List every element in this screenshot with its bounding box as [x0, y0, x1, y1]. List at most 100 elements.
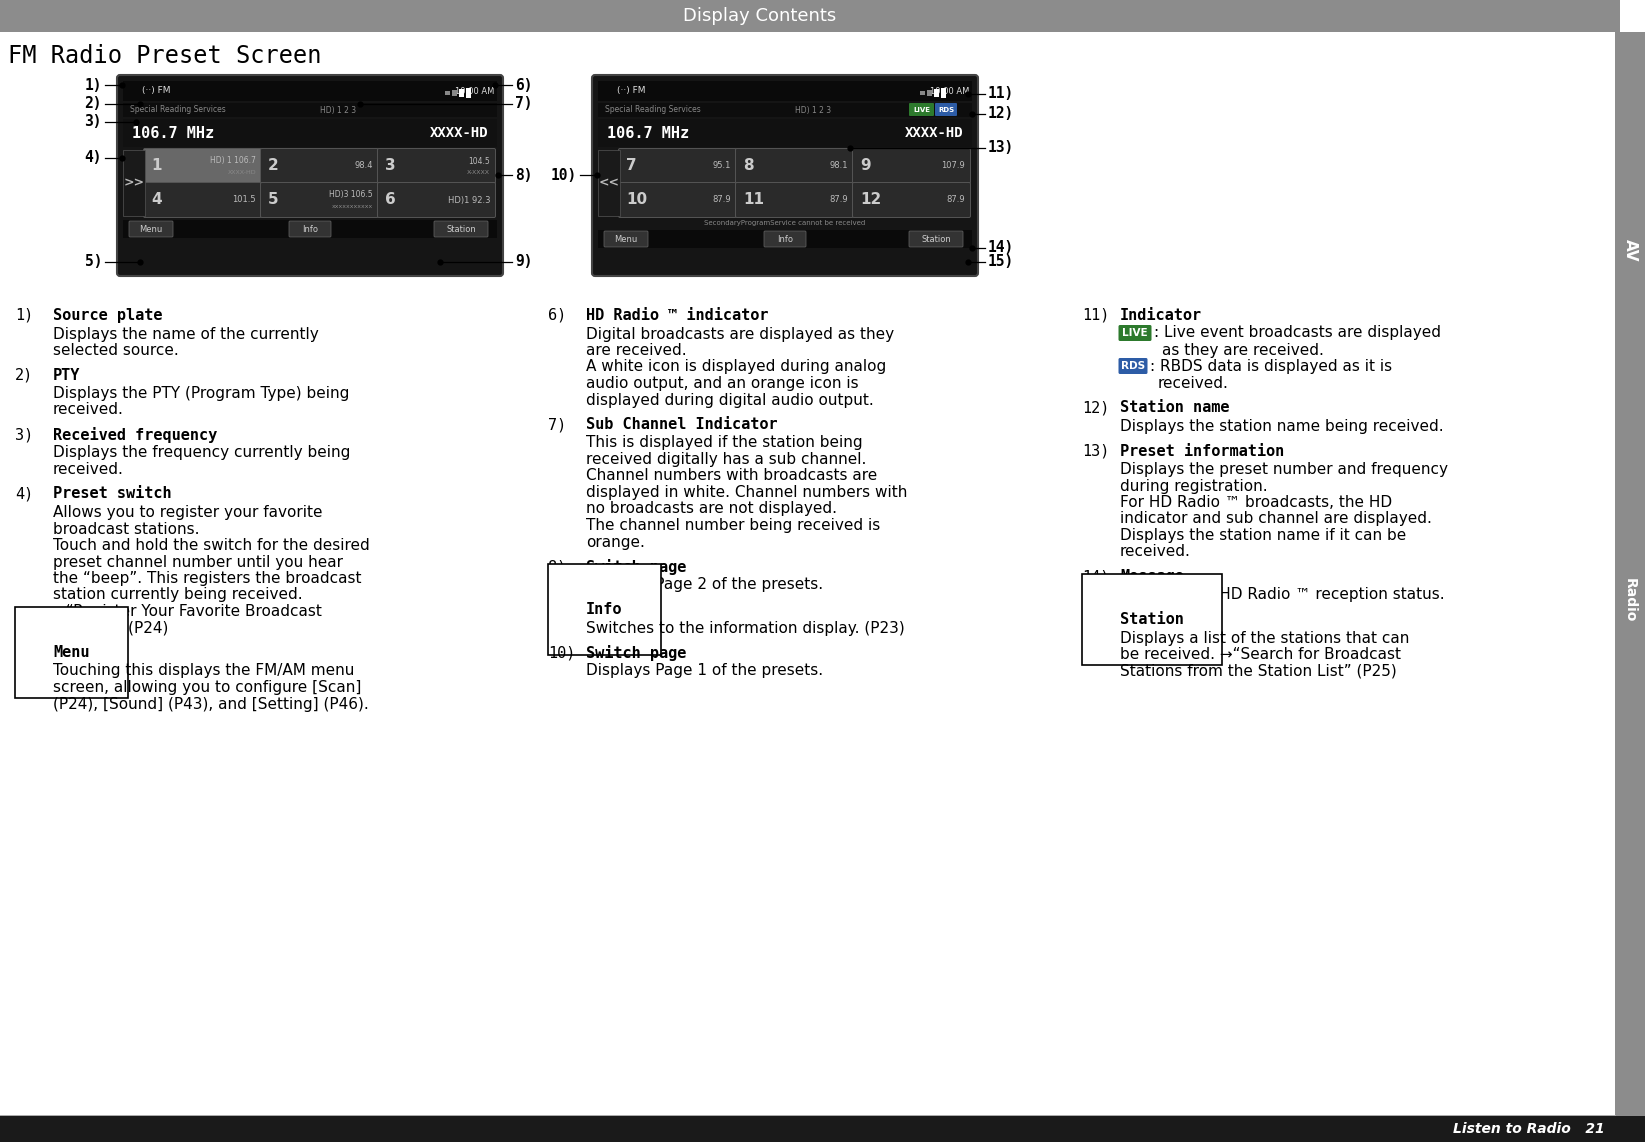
Text: 3): 3)	[84, 114, 102, 129]
Text: 4): 4)	[15, 486, 33, 501]
FancyBboxPatch shape	[143, 183, 262, 217]
Text: For HD Radio ™ broadcasts, the HD: For HD Radio ™ broadcasts, the HD	[1120, 494, 1392, 510]
Text: Preset switch: Preset switch	[53, 486, 171, 501]
Text: as they are received.: as they are received.	[1161, 343, 1324, 357]
Text: The channel number being received is: The channel number being received is	[586, 518, 880, 533]
FancyBboxPatch shape	[290, 222, 331, 238]
Text: PTY: PTY	[53, 368, 81, 383]
Text: Displays the station name if it can be: Displays the station name if it can be	[1120, 528, 1406, 542]
Text: broadcast stations.: broadcast stations.	[53, 522, 199, 537]
Text: 87.9: 87.9	[946, 195, 966, 204]
Text: LIVE: LIVE	[913, 106, 929, 113]
Text: Digital broadcasts are displayed as they: Digital broadcasts are displayed as they	[586, 327, 895, 341]
FancyBboxPatch shape	[1119, 325, 1152, 341]
Text: HD)1 92.3: HD)1 92.3	[447, 195, 490, 204]
Text: Displays the preset number and frequency: Displays the preset number and frequency	[1120, 463, 1448, 477]
Text: Menu: Menu	[614, 234, 638, 243]
Text: 1): 1)	[15, 308, 33, 323]
Text: 10:00 AM: 10:00 AM	[929, 87, 969, 96]
Text: are received.: are received.	[586, 343, 686, 357]
Text: station currently being received.: station currently being received.	[53, 587, 303, 603]
Text: Touch and hold the switch for the desired: Touch and hold the switch for the desire…	[53, 538, 370, 553]
Bar	[928, 90, 933, 96]
Text: 1: 1	[151, 159, 161, 174]
Text: 6): 6)	[515, 78, 533, 93]
Bar	[452, 90, 457, 96]
Text: displayed during digital audio output.: displayed during digital audio output.	[586, 393, 873, 408]
Text: 8): 8)	[548, 558, 566, 574]
FancyBboxPatch shape	[377, 183, 495, 217]
Text: 2): 2)	[84, 97, 102, 112]
Text: RDS: RDS	[938, 106, 954, 113]
Text: 101.5: 101.5	[232, 195, 257, 204]
Text: (··) FM: (··) FM	[617, 87, 645, 96]
Text: 1): 1)	[84, 78, 102, 93]
Text: Displays the PTY (Program Type) being: Displays the PTY (Program Type) being	[53, 386, 349, 401]
Bar	[123, 220, 497, 238]
Text: Displays the HD Radio ™ reception status.: Displays the HD Radio ™ reception status…	[1120, 587, 1444, 603]
Text: Radio: Radio	[1624, 578, 1637, 622]
Text: 10): 10)	[551, 168, 577, 183]
FancyBboxPatch shape	[735, 183, 854, 217]
Bar	[459, 89, 464, 97]
Text: 12: 12	[860, 193, 882, 208]
Bar	[599, 230, 972, 248]
Text: Info: Info	[303, 225, 317, 233]
Text: Station name: Station name	[1120, 401, 1229, 416]
FancyBboxPatch shape	[619, 183, 737, 217]
Text: 106.7 MHz: 106.7 MHz	[132, 126, 214, 140]
Text: 5: 5	[268, 193, 278, 208]
Text: Listen to Radio   21: Listen to Radio 21	[1454, 1121, 1606, 1136]
Text: the “beep”. This registers the broadcast: the “beep”. This registers the broadcast	[53, 571, 362, 586]
FancyBboxPatch shape	[143, 148, 262, 184]
Text: Touching this displays the FM/AM menu: Touching this displays the FM/AM menu	[53, 664, 354, 678]
Text: Displays a list of the stations that can: Displays a list of the stations that can	[1120, 630, 1410, 645]
Text: Preset information: Preset information	[1120, 443, 1285, 458]
Text: 5): 5)	[15, 645, 33, 660]
Text: 15): 15)	[989, 255, 1015, 270]
Text: This is displayed if the station being: This is displayed if the station being	[586, 435, 862, 450]
FancyBboxPatch shape	[735, 148, 854, 184]
Text: 106.7 MHz: 106.7 MHz	[607, 126, 689, 140]
Text: 7): 7)	[548, 417, 566, 432]
Text: 4: 4	[151, 193, 161, 208]
Text: (··) FM: (··) FM	[141, 87, 171, 96]
Text: 14): 14)	[1082, 569, 1109, 584]
Text: A white icon is displayed during analog: A white icon is displayed during analog	[586, 360, 887, 375]
FancyBboxPatch shape	[852, 148, 971, 184]
Text: 4): 4)	[84, 151, 102, 166]
Text: Switches to the information display. (P23): Switches to the information display. (P2…	[586, 620, 905, 635]
Bar	[599, 103, 972, 116]
Text: 11): 11)	[1082, 308, 1109, 323]
Bar	[0, 0, 1620, 32]
Text: →“Register Your Favorite Broadcast: →“Register Your Favorite Broadcast	[53, 604, 322, 619]
Text: 5): 5)	[84, 255, 102, 270]
Text: HD) 1 2 3: HD) 1 2 3	[795, 105, 831, 114]
Text: audio output, and an orange icon is: audio output, and an orange icon is	[586, 376, 859, 391]
FancyBboxPatch shape	[260, 148, 378, 184]
Text: displayed in white. Channel numbers with: displayed in white. Channel numbers with	[586, 485, 908, 500]
Text: 8: 8	[744, 159, 753, 174]
Bar	[466, 88, 470, 98]
Text: be received. →“Search for Broadcast: be received. →“Search for Broadcast	[1120, 648, 1402, 662]
Text: 12): 12)	[989, 106, 1015, 121]
Text: RDS: RDS	[1120, 361, 1145, 371]
Text: 8): 8)	[515, 168, 533, 183]
Text: X-XXXX: X-XXXX	[467, 169, 490, 175]
Bar	[1615, 32, 1645, 1142]
Text: Switch page: Switch page	[586, 558, 686, 576]
Text: Special Reading Services: Special Reading Services	[130, 105, 225, 114]
Text: 6): 6)	[548, 308, 566, 323]
Text: Message: Message	[1120, 569, 1184, 584]
Text: 2): 2)	[15, 368, 33, 383]
Text: Indicator: Indicator	[1120, 308, 1202, 323]
FancyBboxPatch shape	[377, 148, 495, 184]
Text: : RBDS data is displayed as it is: : RBDS data is displayed as it is	[1150, 359, 1392, 373]
Text: 107.9: 107.9	[941, 161, 966, 170]
Text: HD Radio ™ indicator: HD Radio ™ indicator	[586, 308, 768, 323]
Text: Channel numbers with broadcasts are: Channel numbers with broadcasts are	[586, 468, 877, 483]
Text: xxxxxxxxxxx: xxxxxxxxxxx	[332, 203, 373, 209]
Text: 2: 2	[268, 159, 278, 174]
Text: Received frequency: Received frequency	[53, 427, 217, 443]
Text: SecondaryProgramService cannot be received: SecondaryProgramService cannot be receiv…	[704, 220, 865, 226]
